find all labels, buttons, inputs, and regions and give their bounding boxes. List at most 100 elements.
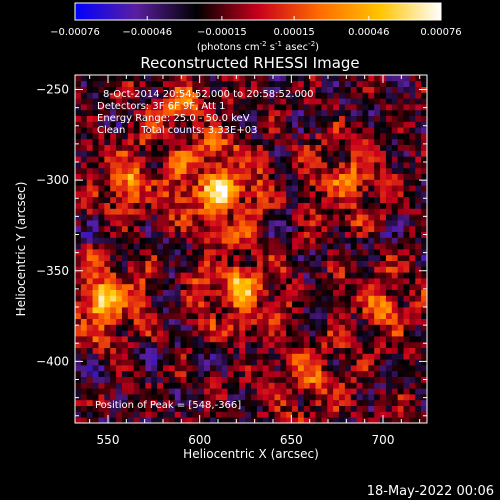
heatmap-cell <box>227 214 234 221</box>
heatmap-cell <box>292 394 299 401</box>
heatmap-cell <box>362 301 369 308</box>
heatmap-cell <box>292 411 299 418</box>
heatmap-cell <box>163 312 170 319</box>
heatmap-cell <box>157 86 164 93</box>
heatmap-cell <box>286 254 293 261</box>
heatmap-cell <box>168 370 176 377</box>
heatmap-cell <box>385 162 393 169</box>
heatmap-cell <box>362 220 369 227</box>
heatmap-cell <box>409 156 416 163</box>
heatmap-cell <box>221 324 228 331</box>
heatmap-cell <box>104 405 111 412</box>
heatmap-cell <box>397 196 404 203</box>
heatmap-cell <box>397 324 404 331</box>
heatmap-cell <box>333 121 340 128</box>
heatmap-cell <box>75 104 82 111</box>
heatmap-cell <box>192 388 199 395</box>
heatmap-cell <box>333 388 340 395</box>
heatmap-cell <box>374 173 381 180</box>
heatmap-cell <box>321 104 328 111</box>
heatmap-cell <box>145 104 152 111</box>
heatmap-cell <box>344 237 352 244</box>
heatmap-cell <box>151 289 158 296</box>
heatmap-cell <box>239 127 246 134</box>
heatmap-cell <box>198 191 205 198</box>
heatmap-cell <box>397 156 404 163</box>
heatmap-cell <box>303 144 311 151</box>
heatmap-cell <box>274 156 281 163</box>
heatmap-cell <box>262 162 269 169</box>
heatmap-cell <box>139 399 146 406</box>
heatmap-cell <box>292 92 299 99</box>
heatmap-cell <box>209 324 217 331</box>
heatmap-cell <box>198 167 205 174</box>
heatmap-cell <box>104 109 111 116</box>
heatmap-cell <box>239 220 246 227</box>
heatmap-cell <box>186 365 193 372</box>
heatmap-cell <box>350 382 357 389</box>
heatmap-cell <box>297 312 305 319</box>
heatmap-cell <box>168 86 176 93</box>
heatmap-cell <box>256 330 264 337</box>
heatmap-cell <box>274 266 281 273</box>
heatmap-cell <box>75 405 82 412</box>
heatmap-cell <box>350 394 357 401</box>
heatmap-cell <box>75 80 82 87</box>
heatmap-cell <box>344 231 352 238</box>
heatmap-cell <box>356 231 363 238</box>
heatmap-cell <box>75 237 82 244</box>
heatmap-cell <box>403 237 410 244</box>
heatmap-cell <box>198 196 205 203</box>
heatmap-cell <box>397 283 404 290</box>
heatmap-cell <box>286 353 293 360</box>
heatmap-cell <box>133 243 140 250</box>
heatmap-cell <box>86 272 93 279</box>
heatmap-cell <box>75 347 82 354</box>
heatmap-cell <box>233 185 240 192</box>
heatmap-cell <box>127 312 135 319</box>
heatmap-cell <box>168 405 176 412</box>
heatmap-cell <box>127 266 135 273</box>
heatmap-cell <box>215 341 223 348</box>
heatmap-cell <box>391 347 399 354</box>
heatmap-cell <box>292 133 299 140</box>
heatmap-cell <box>409 312 416 319</box>
heatmap-cell <box>262 283 269 290</box>
heatmap-cell <box>362 347 369 354</box>
heatmap-cell <box>415 80 422 87</box>
heatmap-cell <box>151 347 158 354</box>
heatmap-cell <box>215 86 223 93</box>
heatmap-cell <box>385 115 393 122</box>
heatmap-cell <box>327 127 334 134</box>
heatmap-cell <box>397 98 404 105</box>
heatmap-cell <box>268 370 275 377</box>
heatmap-cell <box>251 370 258 377</box>
heatmap-cell <box>251 283 258 290</box>
heatmap-cell <box>139 98 146 105</box>
heatmap-cell <box>227 185 234 192</box>
heatmap-cell <box>139 336 146 343</box>
heatmap-cell <box>110 278 117 285</box>
heatmap-cell <box>303 272 311 279</box>
heatmap-cell <box>274 399 281 406</box>
heatmap-cell <box>98 330 105 337</box>
heatmap-cell <box>221 167 228 174</box>
heatmap-cell <box>221 144 228 151</box>
heatmap-cell <box>145 307 152 314</box>
heatmap-cell <box>151 98 158 105</box>
heatmap-cell <box>80 191 88 198</box>
heatmap-cell <box>180 382 187 389</box>
heatmap-cell <box>204 127 211 134</box>
heatmap-cell <box>380 144 387 151</box>
heatmap-cell <box>350 405 357 412</box>
heatmap-cell <box>215 353 223 360</box>
heatmap-cell <box>350 80 357 87</box>
heatmap-cell <box>98 347 105 354</box>
heatmap-cell <box>286 243 293 250</box>
heatmap-cell <box>104 121 111 128</box>
heatmap-cell <box>286 365 293 372</box>
heatmap-cell <box>75 75 82 76</box>
heatmap-cell <box>245 312 252 319</box>
heatmap-cell <box>80 138 88 145</box>
heatmap-cell <box>344 341 352 348</box>
